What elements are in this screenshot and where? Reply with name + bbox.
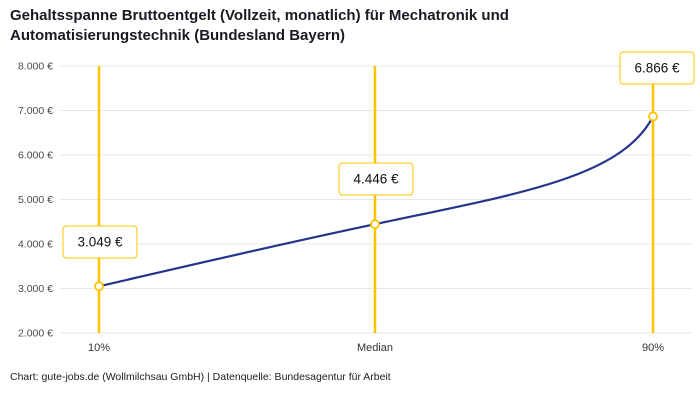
y-axis-tick-label: 3.000 € [18, 283, 53, 295]
x-axis-tick-label: 10% [88, 342, 110, 354]
value-label-90th-percentile: 6.866 € [619, 51, 695, 85]
y-axis-tick-label: 7.000 € [18, 105, 53, 117]
data-point-marker [370, 219, 380, 230]
chart-source: Chart: gute-jobs.de (Wollmilchsau GmbH) … [10, 371, 391, 383]
y-axis-tick-label: 4.000 € [18, 239, 53, 251]
data-point-marker [648, 111, 658, 122]
chart-title-line1: Gehaltsspanne Bruttoentgelt (Vollzeit, m… [10, 7, 509, 24]
y-axis-tick-label: 6.000 € [18, 150, 53, 162]
x-axis-tick-label: 90% [642, 342, 664, 354]
y-axis-tick-label: 5.000 € [18, 194, 53, 206]
chart-title: Gehaltsspanne Bruttoentgelt (Vollzeit, m… [10, 6, 509, 47]
y-axis-tick-label: 2.000 € [18, 328, 53, 340]
chart-title-line2: Automatisierungstechnik (Bundesland Baye… [10, 27, 346, 45]
value-label-median: 4.446 € [338, 162, 414, 196]
data-point-marker [94, 281, 104, 292]
x-axis-tick-label: Median [357, 342, 393, 354]
y-axis-tick-label: 8.000 € [18, 61, 53, 73]
value-label-10th-percentile: 3.049 € [62, 225, 138, 259]
